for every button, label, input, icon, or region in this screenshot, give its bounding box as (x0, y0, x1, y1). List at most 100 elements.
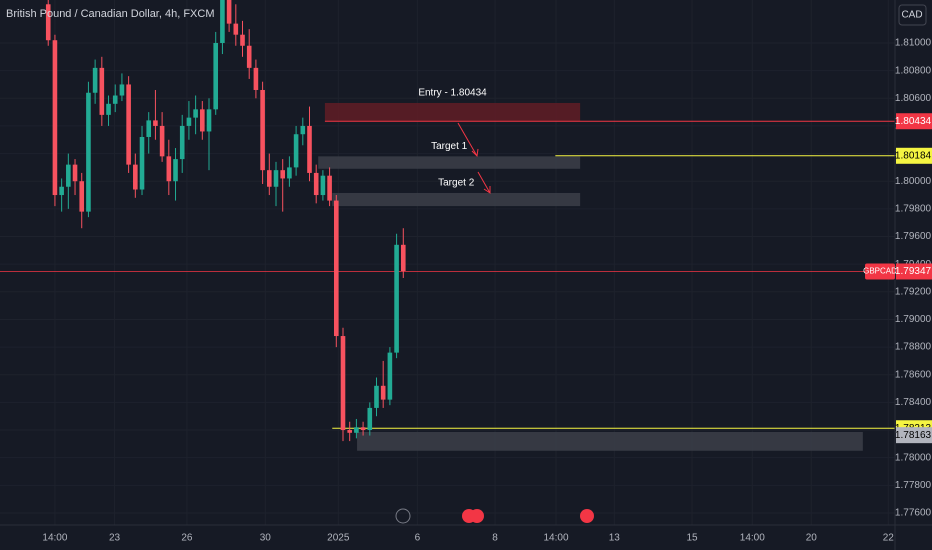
grid (0, 0, 895, 525)
candle-body (307, 125, 312, 173)
y-tick-label: 1.79200 (895, 286, 932, 297)
x-tick-label: 14:00 (544, 533, 569, 544)
candle-body (280, 170, 286, 179)
x-tick-label: 14:00 (740, 533, 765, 544)
icon (470, 509, 484, 523)
price-tag (896, 263, 932, 280)
candle-body (360, 427, 366, 431)
x-tick-label: 14:00 (42, 533, 67, 544)
candle-body (240, 34, 245, 46)
candle-body (233, 23, 239, 35)
arrow (457, 122, 479, 158)
candle-body (253, 67, 259, 90)
candle-body (267, 170, 272, 187)
candle-body (374, 385, 379, 408)
candle-body (146, 120, 152, 137)
currency: CAD (901, 10, 922, 21)
candle-body (206, 109, 212, 132)
x-tick-label: 22 (883, 533, 895, 544)
candle-body (139, 136, 145, 190)
price-label: 1.79347 (895, 266, 932, 277)
candle-body (327, 175, 332, 201)
y-tick-label: 1.81000 (895, 38, 932, 49)
candle-body (106, 103, 111, 115)
y-tick-label: 1.80000 (895, 176, 932, 187)
candle-body (340, 336, 346, 431)
candle-body (333, 200, 339, 337)
candle-body (45, 4, 51, 41)
candle-body (293, 134, 299, 168)
candle-body (347, 430, 352, 433)
candle-body (52, 40, 58, 196)
candle-body (380, 385, 386, 400)
zone-label: Target 1 (431, 141, 468, 152)
candle-body (200, 109, 205, 132)
candle-body (300, 125, 306, 135)
y-tick-label: 1.80600 (895, 93, 932, 104)
zone-box (332, 192, 581, 207)
level-tag (896, 113, 932, 130)
y-tick-label: 1.78800 (895, 342, 932, 353)
candle-body (119, 84, 125, 96)
y-tick-label: 1.79800 (895, 204, 932, 215)
candle-body (260, 89, 265, 171)
marker-label: 1.78163 (895, 430, 932, 441)
icon (580, 509, 594, 523)
level-tag (896, 147, 932, 164)
candle-body (226, 0, 232, 24)
annotations: Entry - 1.80434 Target 1 Target 2 (0, 88, 895, 451)
y-tick-label: 1.78600 (895, 369, 932, 380)
candles (45, 0, 406, 442)
y-tick-label: 1.79600 (895, 231, 932, 242)
candle-body (287, 167, 292, 179)
axes: 1.810001.808001.806001.804001.802001.800… (42, 38, 932, 544)
candle-body (313, 172, 319, 196)
zone-box (324, 102, 581, 122)
candle-body (354, 427, 359, 433)
candle-body (92, 67, 98, 93)
candle-body (320, 175, 326, 196)
candle-body (179, 125, 185, 160)
candle-body (246, 45, 252, 68)
event-icons (395, 508, 594, 524)
zone-label: Entry - 1.80434 (418, 88, 487, 99)
candle-body (400, 244, 406, 272)
candle-body (133, 164, 138, 190)
candle-body (86, 92, 91, 212)
icon (395, 508, 411, 524)
marker-tag (896, 427, 932, 444)
candle-body (112, 95, 118, 104)
arrow (477, 171, 491, 194)
candle-body (394, 244, 399, 353)
y-tick-label: 1.80800 (895, 65, 932, 76)
candle-body (66, 164, 71, 187)
y-tick-label: 1.78000 (895, 452, 932, 463)
x-tick-label: 2025 (327, 533, 350, 544)
x-tick-label: 20 (806, 533, 818, 544)
y-tick-label: 1.79000 (895, 314, 932, 325)
candle-body (72, 164, 78, 182)
x-tick-label: 8 (492, 533, 498, 544)
x-tick-label: 26 (181, 533, 193, 544)
level-label: 1.80434 (895, 116, 932, 127)
candle-body (159, 125, 165, 157)
y-tick-label: 1.78400 (895, 397, 932, 408)
y-tick-label: 1.77600 (895, 508, 932, 519)
candle-body (273, 170, 279, 187)
symbol-label: GBPCAD (863, 267, 897, 276)
candle-body (220, 0, 225, 43)
currency-box (898, 4, 927, 26)
zone-box (357, 431, 863, 451)
candle-body (367, 407, 373, 431)
x-tick-label: 23 (109, 533, 121, 544)
x-tick-label: 13 (609, 533, 621, 544)
x-tick-label: 6 (415, 533, 421, 544)
candle-body (166, 156, 172, 182)
candle-body (193, 109, 198, 118)
candle-body (153, 120, 158, 126)
symbol-tag (865, 263, 895, 280)
candle-body (126, 84, 131, 165)
candle-body (186, 117, 192, 126)
x-tick-label: 30 (260, 533, 272, 544)
